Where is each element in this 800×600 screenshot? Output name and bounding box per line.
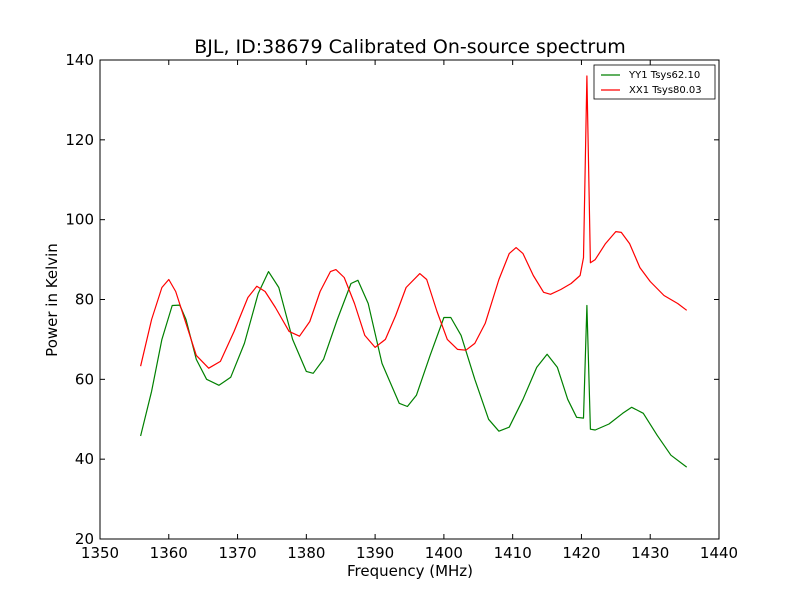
x-tick-labels: 1350 1360 1370 1380 1390 1400 1410 1420 1430 1440 [81, 544, 738, 562]
series-lines [140, 75, 688, 468]
series-line-yy1 [140, 271, 688, 468]
y-tick-label: 80 [75, 291, 94, 309]
y-tick-label: 100 [65, 211, 94, 229]
x-tick-label: 1440 [700, 544, 738, 562]
y-axis-label: Power in Kelvin [43, 243, 61, 357]
y-tick-label: 120 [65, 131, 94, 149]
chart-legend: YY1 Tsys62.10 XX1 Tsys80.03 [593, 64, 716, 100]
x-tick-label: 1410 [494, 544, 532, 562]
x-tick-label: 1390 [356, 544, 394, 562]
legend-label-yy1: YY1 Tsys62.10 [628, 70, 700, 81]
legend-label-xx1: XX1 Tsys80.03 [629, 85, 702, 96]
y-tick-label: 40 [75, 450, 94, 468]
x-axis-label: Frequency (MHz) [347, 562, 473, 580]
chart-title: BJL, ID:38679 Calibrated On-source spect… [194, 36, 626, 58]
x-tick-label: 1350 [81, 544, 119, 562]
x-tick-label: 1380 [287, 544, 325, 562]
x-tick-label: 1430 [631, 544, 669, 562]
legend-box [593, 64, 716, 100]
plot-area-frame [99, 59, 720, 540]
x-tick-label: 1360 [150, 544, 188, 562]
series-line-xx1 [140, 75, 688, 369]
x-tick-label: 1400 [425, 544, 463, 562]
y-tick-label: 140 [65, 51, 94, 69]
y-tick-label: 60 [75, 370, 94, 388]
y-tick-label: 20 [75, 530, 94, 548]
x-tick-label: 1370 [218, 544, 256, 562]
x-tick-label: 1420 [562, 544, 600, 562]
y-tick-labels: 20 40 60 80 100 120 140 [65, 51, 94, 548]
axis-ticks [99, 59, 720, 540]
